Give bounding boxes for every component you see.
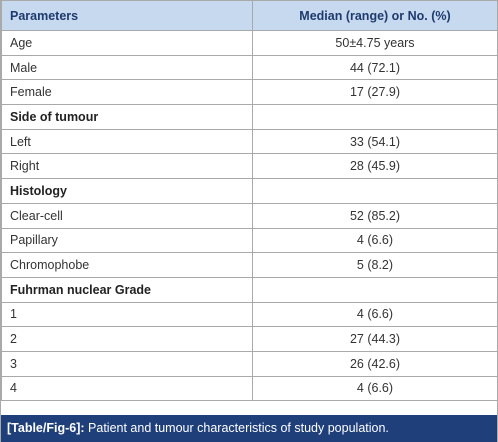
parameter-cell: Clear-cell <box>1 202 253 229</box>
section-heading: Fuhrman nuclear Grade <box>1 276 253 303</box>
parameter-cell: 4 <box>1 375 253 402</box>
caption-text: Patient and tumour characteristics of st… <box>88 421 389 435</box>
value-cell: 26 (42.6) <box>252 350 498 377</box>
empty-cell <box>252 104 498 130</box>
parameter-cell: Female <box>1 79 253 106</box>
section-row: Histology <box>1 178 498 204</box>
data-row: Chromophobe 5 (8.2) <box>1 252 498 278</box>
data-row: Left 33 (54.1) <box>1 128 498 155</box>
value-cell: 33 (54.1) <box>252 128 498 155</box>
section-row: Fuhrman nuclear Grade <box>1 276 498 303</box>
data-row: 3 26 (42.6) <box>1 350 498 377</box>
parameter-cell: Right <box>1 153 253 180</box>
caption: [Table/Fig-6]: Patient and tumour charac… <box>1 415 497 442</box>
value-cell: 27 (44.3) <box>252 326 498 352</box>
header-cell: Parameters <box>1 0 253 31</box>
parameter-cell: Male <box>1 54 253 81</box>
section-heading: Side of tumour <box>1 104 253 130</box>
value-cell: 52 (85.2) <box>252 202 498 229</box>
parameter-cell: Age <box>1 30 253 56</box>
section-heading: Histology <box>1 178 253 204</box>
value-cell: 4 (6.6) <box>252 375 498 402</box>
data-row: Female 17 (27.9) <box>1 79 498 106</box>
parameter-cell: Papillary <box>1 227 253 254</box>
table-body: Parameters Median (range) or No. (%) Age 50… <box>1 0 498 402</box>
data-row: Clear-cell 52 (85.2) <box>1 202 498 229</box>
header-cell: Median (range) or No. (%) <box>252 0 498 31</box>
data-row: Male 44 (72.1) <box>1 54 498 81</box>
value-cell: 44 (72.1) <box>252 54 498 81</box>
parameter-cell: Left <box>1 128 253 155</box>
data-row: 2 27 (44.3) <box>1 326 498 352</box>
value-cell: 50±4.75 years <box>252 30 498 56</box>
data-row: Age 50±4.75 years <box>1 30 498 56</box>
parameter-cell: 3 <box>1 350 253 377</box>
characteristics-table: Parameters Median (range) or No. (%) Age 50… <box>1 0 498 402</box>
section-row: Side of tumour <box>1 104 498 130</box>
parameter-cell: 2 <box>1 326 253 352</box>
value-cell: 5 (8.2) <box>252 252 498 278</box>
data-row: Papillary 4 (6.6) <box>1 227 498 254</box>
header-row: Parameters Median (range) or No. (%) <box>1 0 498 31</box>
empty-cell <box>252 178 498 204</box>
value-cell: 17 (27.9) <box>252 79 498 106</box>
parameter-cell: Chromophobe <box>1 252 253 278</box>
value-cell: 28 (45.9) <box>252 153 498 180</box>
value-cell: 4 (6.6) <box>252 227 498 254</box>
parameter-cell: 1 <box>1 301 253 328</box>
caption-label: [Table/Fig-6]: <box>7 421 85 435</box>
data-row: Right 28 (45.9) <box>1 153 498 180</box>
value-cell: 4 (6.6) <box>252 301 498 328</box>
empty-cell <box>252 276 498 303</box>
